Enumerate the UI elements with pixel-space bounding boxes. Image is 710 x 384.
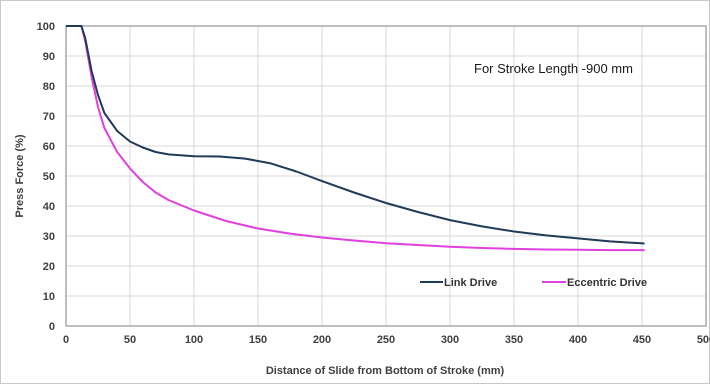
x-tick-label: 100 [185, 334, 203, 346]
series-line-link-drive [66, 25, 645, 245]
y-axis-title: Press Force (%) [14, 134, 26, 217]
y-tick-label: 90 [43, 51, 55, 63]
x-tick-label: 200 [313, 334, 331, 346]
x-tick-label: 350 [505, 334, 523, 346]
plot-border [65, 25, 707, 327]
x-tick-label: 50 [124, 334, 136, 346]
tick-labels: 0 50 100 150 200 250 300 350 400 450 500 0 10 20 30 40 5… [37, 21, 710, 346]
chart-annotation: For Stroke Length -900 mm [474, 61, 633, 76]
series-line-eccentric-drive [66, 25, 645, 252]
legend-label-link-drive: Link Drive [444, 277, 497, 289]
x-tick-label: 500 [697, 334, 710, 346]
x-tick-label: 400 [569, 334, 587, 346]
y-tick-label: 50 [43, 171, 55, 183]
y-tick-label: 30 [43, 231, 55, 243]
x-tick-label: 300 [441, 334, 459, 346]
y-tick-label: 20 [43, 261, 55, 273]
y-tick-label: 10 [43, 291, 55, 303]
y-tick-label: 70 [43, 111, 55, 123]
y-tick-label: 80 [43, 81, 55, 93]
series-layer [66, 25, 645, 252]
x-axis-title: Distance of Slide from Bottom of Stroke … [266, 365, 505, 377]
y-tick-label: 40 [43, 201, 55, 213]
y-tick-label: 100 [37, 21, 55, 33]
x-tick-label: 450 [633, 334, 651, 346]
legend: Link Drive Eccentric Drive [420, 277, 647, 289]
x-tick-label: 250 [377, 334, 395, 346]
x-tick-label: 150 [249, 334, 267, 346]
x-tick-label: 0 [63, 334, 69, 346]
legend-label-eccentric-drive: Eccentric Drive [567, 277, 647, 289]
y-tick-label: 60 [43, 141, 55, 153]
y-tick-label: 0 [49, 321, 55, 333]
